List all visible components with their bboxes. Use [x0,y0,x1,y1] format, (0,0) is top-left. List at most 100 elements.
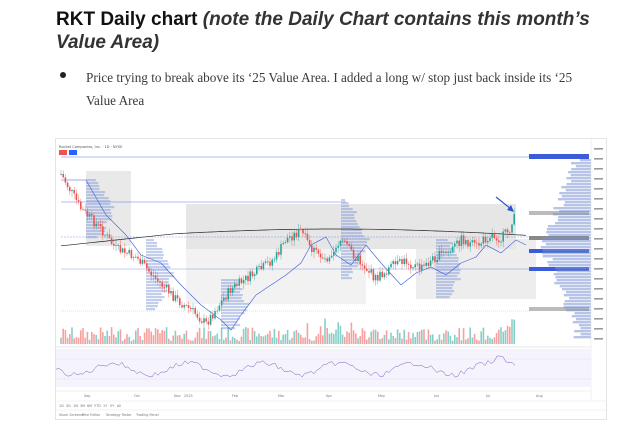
volume-bar [253,331,256,344]
volume-bar [392,336,394,344]
volume-bar [487,335,489,344]
price-tick [594,148,603,150]
candle-body [218,305,221,311]
candle-body [458,240,460,247]
candle-body [335,247,337,252]
candle-body [187,305,190,309]
candle-body [372,269,375,281]
tab-stock-screener[interactable]: Stock Screener [59,413,85,417]
volume-bar [500,327,502,344]
volume-bar [361,328,364,344]
volume-bar [187,339,190,344]
price-tick [594,318,603,320]
volume-bar [168,338,170,344]
bullet-dot [60,72,66,78]
profile-bar [580,327,591,330]
volume-bar [139,335,141,344]
volume-bar [198,327,201,344]
title-lead: RKT Daily chart [56,9,198,30]
candle-body [344,240,346,242]
profile-bar [566,177,591,180]
volume-bar [148,328,150,344]
candle-body [198,317,201,322]
volume-bar [205,338,207,344]
candle-body [66,182,69,188]
volume-bar [216,333,218,344]
session-profile-bar [86,188,100,191]
buy-button[interactable] [69,150,77,155]
candle-body [284,242,287,244]
x-tick: 2025 [184,394,193,398]
candle-body [434,256,436,263]
volume-bar [456,337,458,344]
volume-bar [99,327,102,344]
volume-bar [121,340,124,344]
range-all[interactable]: All [117,404,121,408]
candle-body [429,260,432,266]
candle-body [121,248,124,253]
volume-bar [379,339,381,344]
volume-bar [214,335,216,344]
candle-body [498,240,500,243]
candle-body [192,308,194,310]
tab-trading-panel[interactable]: Trading Panel [135,413,159,417]
candle-body [484,236,487,243]
profile-bar [563,306,591,309]
session-profile-bar [436,287,453,290]
candle-body [245,275,247,280]
range-3m[interactable]: 3M [80,404,85,408]
profile-bar [571,162,591,165]
candle-body [399,259,401,261]
candle-body [172,291,174,301]
candle-body [493,233,496,239]
session-profile-bar [341,217,355,220]
range-5y[interactable]: 5Y [110,404,115,408]
candle-body [423,264,425,266]
candle-body [181,305,183,308]
tab-pine-editor[interactable]: Pine Editor [82,413,101,417]
candle-body [385,273,388,275]
session-profile-bar [341,271,353,274]
session-profile-bar [436,293,452,296]
session-profile-bar [86,194,105,197]
volume-bar [170,340,172,344]
range-ytd[interactable]: YTD [94,404,101,408]
volume-bar [326,328,328,344]
volume-bar [282,334,284,344]
volume-bar [143,332,146,344]
candle-body [324,258,326,260]
session-profile-bar [341,277,352,280]
session-profile-bar [341,226,360,229]
candle-body [71,190,73,192]
profile-bar [559,192,591,195]
volume-bar [75,337,78,344]
range-1d[interactable]: 1D [59,404,64,408]
volume-bar [260,336,262,344]
volume-bar [425,339,427,344]
candle-body [205,318,207,322]
volume-bar [108,335,111,344]
tab-strategy-tester[interactable]: Strategy Tester [106,413,132,417]
sell-button[interactable] [59,150,67,155]
candle-body [451,246,454,252]
candle-body [333,251,335,256]
annotation-arrow [495,196,514,212]
session-profile-bar [436,269,461,272]
range-1m[interactable]: 1M [73,404,78,408]
candle-body [249,271,251,282]
volume-bar [115,337,117,344]
session-profile-bar [341,220,357,223]
range-1y[interactable]: 1Y [103,404,108,408]
session-profile-bar [341,274,349,277]
oscillator-line [56,355,516,378]
session-profile-bar [221,294,243,297]
profile-bar [574,330,591,333]
session-profile-bar [146,242,158,245]
session-profile-bar [86,206,115,209]
candle-body [447,252,449,253]
candle-body [73,190,75,194]
range-6m[interactable]: 6M [87,404,92,408]
session-profile-bar [436,254,457,257]
range-5d[interactable]: 5D [66,404,71,408]
volume-bar [447,331,449,344]
